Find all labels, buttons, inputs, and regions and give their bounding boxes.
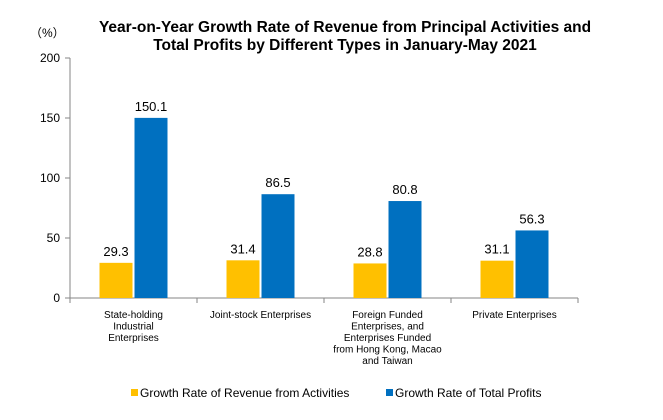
legend: Growth Rate of Revenue from Activities Gr… (131, 386, 542, 400)
bar-profits (388, 201, 422, 298)
category-label: Joint-stock Enterprises (210, 310, 311, 321)
legend-label: Growth Rate of Revenue from Activities (140, 386, 349, 400)
data-label: 56.3 (519, 211, 544, 226)
legend-swatch (386, 389, 393, 396)
bar-revenue (480, 260, 514, 298)
x-axis (69, 297, 579, 303)
bar-revenue (353, 263, 387, 298)
category-label: Enterprises Funded (344, 333, 431, 344)
y-axis: 0 50 100 150 200 (40, 51, 71, 305)
y-tick-label: 150 (40, 111, 60, 125)
bar-profits (261, 194, 295, 298)
data-label: 86.5 (265, 175, 290, 190)
category-label: Private Enterprises (472, 310, 556, 321)
category-label: and Taiwan (362, 356, 412, 367)
data-labels: 29.3 150.1 31.4 86.5 28.8 80.8 31.1 56.3 (103, 99, 544, 260)
bar-profits (134, 117, 168, 298)
chart-title-line: Total Profits by Different Types in Janu… (153, 37, 537, 54)
legend-label: Growth Rate of Total Profits (395, 386, 542, 400)
category-label: from Hong Kong, Macao (333, 345, 442, 356)
data-label: 28.8 (357, 244, 382, 259)
y-tick-label: 0 (53, 291, 60, 305)
data-label: 150.1 (135, 99, 168, 114)
bar-revenue (99, 262, 133, 298)
category-label: Enterprises, and (351, 322, 424, 333)
y-axis-label: （%） (30, 26, 65, 40)
category-label: Foreign Funded (352, 310, 423, 321)
bar-revenue (226, 260, 260, 298)
y-tick-label: 100 (40, 171, 60, 185)
y-tick-label: 50 (47, 231, 61, 245)
chart-title: Year-on-Year Growth Rate of Revenue from… (99, 19, 591, 54)
category-label: Enterprises (108, 333, 159, 344)
data-label: 31.1 (484, 242, 509, 257)
bar-profits (515, 230, 549, 298)
category-label: Industrial (113, 322, 154, 333)
data-label: 31.4 (230, 241, 255, 256)
y-tick-label: 200 (40, 51, 60, 65)
chart-title-line: Year-on-Year Growth Rate of Revenue from… (99, 19, 591, 36)
legend-swatch (131, 389, 138, 396)
data-label: 80.8 (392, 182, 417, 197)
data-label: 29.3 (103, 244, 128, 259)
bars (99, 117, 549, 298)
category-label: State-holding (104, 310, 163, 321)
